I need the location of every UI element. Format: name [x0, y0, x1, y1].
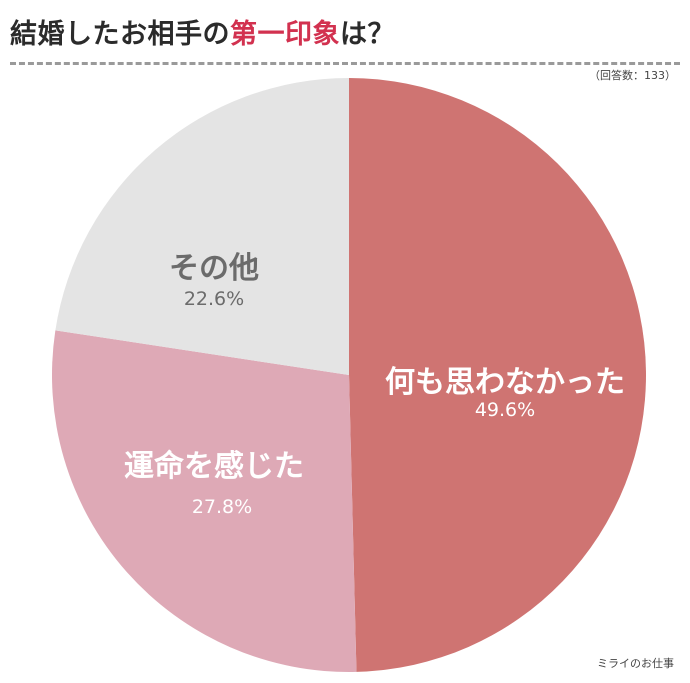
respondent-count: （回答数：133） — [589, 69, 676, 82]
pie-slices — [52, 78, 646, 672]
slice-label-1: 何も思わなかった — [385, 365, 625, 400]
source-credit: ミライのお仕事 — [597, 657, 674, 670]
pie-slice-1 — [349, 78, 646, 672]
slice-percent-2: 27.8% — [192, 496, 252, 518]
slice-percent-1: 49.6% — [475, 399, 535, 421]
title-prefix: 結婚したお相手の — [10, 19, 230, 50]
title-highlight: 第一印象 — [230, 19, 340, 50]
slice-label-3: その他 — [169, 251, 259, 286]
title-suffix: は？ — [340, 19, 395, 50]
pie-slice-3 — [55, 78, 350, 375]
slice-label-2: 運命を感じた — [124, 449, 304, 484]
chart-title: 結婚したお相手の第一印象は？ — [10, 12, 395, 51]
title-divider — [10, 62, 680, 65]
slice-percent-3: 22.6% — [184, 288, 244, 310]
pie-slice-2 — [52, 330, 357, 672]
